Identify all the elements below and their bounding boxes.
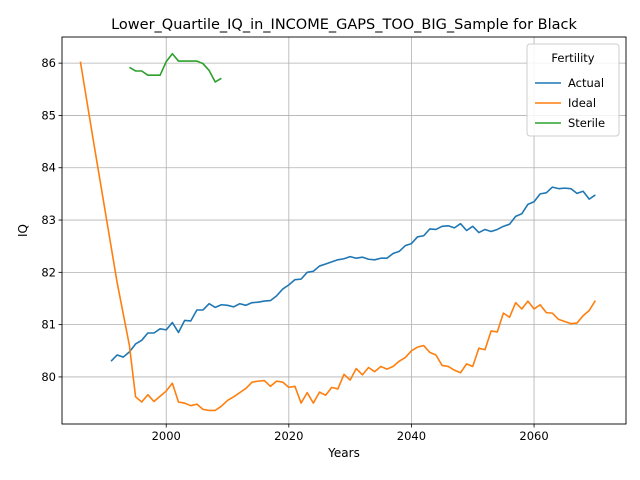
y-tick-label: 86	[41, 56, 56, 70]
x-tick-label: 2020	[274, 429, 303, 443]
legend: Fertility Actual Ideal Sterile	[526, 43, 620, 137]
legend-items: Actual Ideal Sterile	[535, 76, 605, 130]
x-axis-label: Years	[327, 446, 360, 460]
y-axis-label: IQ	[16, 224, 30, 237]
axis-ticks: 2000 2020 2040 2060 80 81 82 83 84 85 86	[41, 56, 548, 443]
series-line-ideal	[79, 61, 597, 412]
y-tick-label: 82	[41, 265, 56, 279]
y-tick-label: 85	[41, 108, 56, 122]
chart-title: Lower_Quartile_IQ_in_INCOME_GAPS_TOO_BIG…	[111, 17, 577, 33]
legend-entry-sterile: Sterile	[568, 116, 605, 130]
x-tick-label: 2040	[397, 429, 426, 443]
y-tick-label: 80	[41, 370, 56, 384]
plot-area-frame	[61, 36, 627, 425]
series-lines	[79, 52, 597, 412]
series-line-sterile	[129, 52, 222, 83]
legend-entry-actual: Actual	[568, 76, 604, 90]
y-tick-label: 84	[41, 161, 56, 175]
x-tick-label: 2060	[519, 429, 548, 443]
legend-entry-ideal: Ideal	[568, 96, 596, 110]
series-line-actual	[110, 186, 596, 362]
y-tick-label: 81	[41, 318, 56, 332]
x-tick-label: 2000	[152, 429, 181, 443]
legend-box	[526, 43, 620, 137]
y-tick-label: 83	[41, 213, 56, 227]
legend-title: Fertility	[551, 51, 594, 65]
